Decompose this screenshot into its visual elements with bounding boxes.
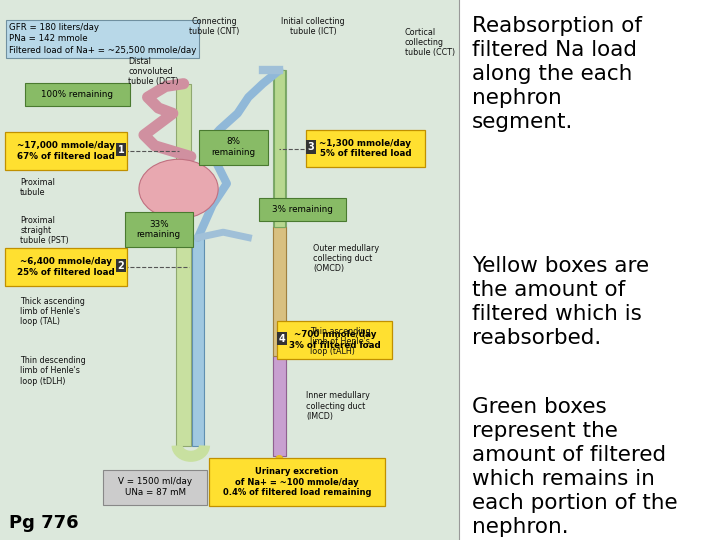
Text: 3: 3 [307,142,315,152]
Text: Pg 776: Pg 776 [9,514,78,532]
FancyBboxPatch shape [5,132,127,170]
Text: Thin descending
limb of Henle's
loop (tDLH): Thin descending limb of Henle's loop (tD… [20,356,86,386]
Text: 8%
remaining: 8% remaining [212,138,256,157]
Text: Proximal
tubule: Proximal tubule [20,178,55,197]
Bar [274,70,285,227]
Bar [192,238,204,446]
FancyBboxPatch shape [277,321,392,359]
Bar [176,84,191,445]
Text: 2: 2 [117,261,125,271]
Text: GFR = 180 liters/day
PNa = 142 mmole
Filtered load of Na+ = ~25,500 mmole/day: GFR = 180 liters/day PNa = 142 mmole Fil… [9,23,196,55]
Circle shape [139,159,218,219]
Text: 4: 4 [279,334,286,343]
Text: ~17,000 mmole/day
67% of filtered load: ~17,000 mmole/day 67% of filtered load [17,141,115,161]
Text: Connecting
tubule (CNT): Connecting tubule (CNT) [189,17,240,36]
Text: Thick ascending
limb of Henle's
loop (TAL): Thick ascending limb of Henle's loop (TA… [20,297,85,326]
Text: Inner medullary
collecting duct
(IMCD): Inner medullary collecting duct (IMCD) [306,392,370,421]
FancyBboxPatch shape [125,212,193,247]
FancyBboxPatch shape [209,458,385,506]
Text: Urinary excretion
of Na+ = ~100 mmole/day
0.4% of filtered load remaining: Urinary excretion of Na+ = ~100 mmole/da… [222,467,372,497]
Text: ~6,400 mmole/day
25% of filtered load: ~6,400 mmole/day 25% of filtered load [17,258,115,277]
Text: Green boxes
represent the
amount of filtered
which remains in
each portion of th: Green boxes represent the amount of filt… [472,397,678,537]
Text: Outer medullary
collecting duct
(OMCD): Outer medullary collecting duct (OMCD) [313,244,379,273]
Text: Initial collecting
tubule (ICT): Initial collecting tubule (ICT) [282,17,345,36]
Text: Thin ascending
limb of Henle's
loop (tALH): Thin ascending limb of Henle's loop (tAL… [310,327,370,356]
Text: 1: 1 [117,145,125,154]
Text: Cortical
collecting
tubule (CCT): Cortical collecting tubule (CCT) [405,28,455,57]
Text: Reabsorption of
filtered Na load
along the each
nephron
segment.: Reabsorption of filtered Na load along t… [472,16,642,132]
Text: Yellow boxes are
the amount of
filtered which is
reabsorbed.: Yellow boxes are the amount of filtered … [472,256,649,348]
Bar [0,0,459,540]
FancyBboxPatch shape [25,83,130,106]
FancyBboxPatch shape [199,130,268,165]
Bar [273,70,286,456]
Text: 3% remaining: 3% remaining [272,205,333,214]
Text: Proximal
straight
tubule (PST): Proximal straight tubule (PST) [20,216,69,245]
Bar [273,227,286,356]
Text: ~700 mmole/day
3% of filtered load: ~700 mmole/day 3% of filtered load [289,330,381,350]
Text: 100% remaining: 100% remaining [42,90,114,99]
Text: V = 1500 ml/day
UNa = 87 mM: V = 1500 ml/day UNa = 87 mM [118,477,192,497]
FancyBboxPatch shape [5,248,127,286]
Text: Distal
convoluted
tubule (DCT): Distal convoluted tubule (DCT) [128,57,179,86]
FancyBboxPatch shape [259,198,346,221]
Text: 33%
remaining: 33% remaining [137,220,181,239]
FancyBboxPatch shape [306,130,425,167]
Bar [273,356,286,456]
FancyBboxPatch shape [103,470,207,505]
Text: ~1,300 mmole/day
5% of filtered load: ~1,300 mmole/day 5% of filtered load [320,139,411,158]
